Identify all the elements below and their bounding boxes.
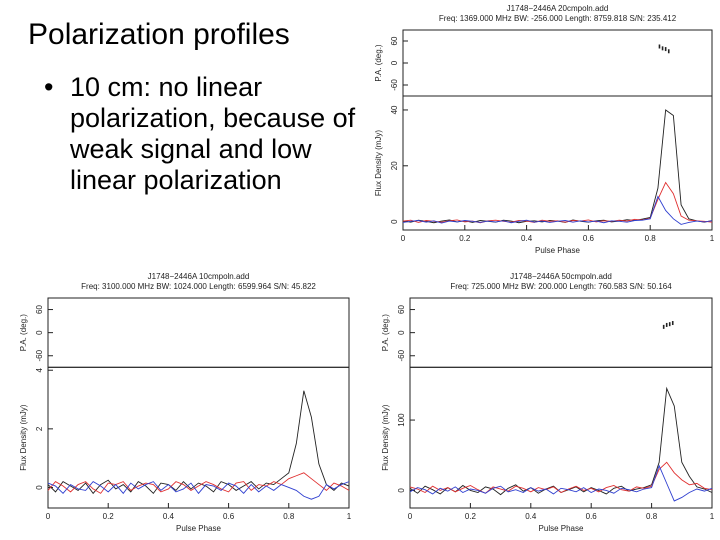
y-tick-label: 20 xyxy=(390,161,399,170)
y-axis-label: Flux Density (mJy) xyxy=(381,404,390,471)
pa-point xyxy=(662,324,665,329)
pa-y-tick-label: 60 xyxy=(397,305,406,314)
pa-point xyxy=(667,49,670,54)
x-tick-label: 1 xyxy=(710,512,715,521)
chart-subtitle: Freq: 1369.000 MHz BW: -256.000 Length: … xyxy=(439,14,677,23)
bullet-text: 10 cm: no linear polarization, because o… xyxy=(70,72,356,195)
bullet: • 10 cm: no linear polarization, because … xyxy=(40,72,370,196)
x-tick-label: 1 xyxy=(710,234,715,243)
y-tick-label: 100 xyxy=(397,413,406,427)
pa-frame xyxy=(409,297,713,368)
pa-y-tick-label: 0 xyxy=(35,330,44,335)
slide-title: Polarization profiles xyxy=(28,18,290,51)
x-tick-label: 0.8 xyxy=(646,512,658,521)
flux-frame xyxy=(47,366,350,509)
x-tick-label: 0.6 xyxy=(586,512,598,521)
x-axis-label: Pulse Phase xyxy=(539,524,584,533)
y-tick-label: 0 xyxy=(390,219,399,224)
pa-y-tick-label: -60 xyxy=(35,349,44,361)
chart-title: J1748−2446A 10cmpoln.add xyxy=(148,272,250,281)
y-tick-label: 2 xyxy=(35,426,44,431)
x-tick-label: 0 xyxy=(408,512,413,521)
pa-axis-label: P.A. (deg.) xyxy=(19,314,28,352)
x-axis-label: Pulse Phase xyxy=(176,524,221,533)
x-tick-label: 0 xyxy=(401,234,406,243)
pa-point xyxy=(661,46,664,51)
pa-point xyxy=(664,47,667,52)
profile-line xyxy=(402,195,713,225)
x-tick-label: 0.4 xyxy=(521,234,533,243)
x-tick-label: 0 xyxy=(46,512,51,521)
y-tick-label: 40 xyxy=(390,105,399,114)
pa-y-tick-label: 0 xyxy=(397,330,406,335)
pa-y-tick-label: -60 xyxy=(397,349,406,361)
chart-subtitle: Freq: 725.000 MHz BW: 200.000 Length: 76… xyxy=(450,282,672,291)
pa-point xyxy=(671,321,674,326)
y-axis-label: Flux Density (mJy) xyxy=(374,130,383,197)
profile-line xyxy=(402,181,713,224)
profile-line xyxy=(409,386,713,496)
x-tick-label: 0.4 xyxy=(163,512,175,521)
bullet-dot: • xyxy=(44,72,54,102)
x-tick-label: 0.4 xyxy=(525,512,537,521)
x-tick-label: 1 xyxy=(347,512,352,521)
x-tick-label: 0.6 xyxy=(223,512,235,521)
x-tick-label: 0.6 xyxy=(583,234,595,243)
pa-frame xyxy=(402,29,713,97)
pa-point xyxy=(668,322,671,327)
chart-title: J1748−2446A 20cmpoln.add xyxy=(507,4,609,13)
pa-axis-label: P.A. (deg.) xyxy=(374,44,383,82)
y-tick-label: 0 xyxy=(397,488,406,493)
profile-line xyxy=(409,464,713,502)
x-tick-label: 0.2 xyxy=(459,234,471,243)
chart-subtitle: Freq: 3100.000 MHz BW: 1024.000 Length: … xyxy=(81,282,316,291)
pa-y-tick-label: -60 xyxy=(390,79,399,91)
profile-line xyxy=(409,461,713,494)
x-tick-label: 0.2 xyxy=(103,512,115,521)
profile-line xyxy=(402,109,713,224)
flux-frame xyxy=(409,366,713,509)
y-axis-label: Flux Density (mJy) xyxy=(19,404,28,471)
pa-point xyxy=(658,44,661,49)
flux-frame xyxy=(402,95,713,231)
x-tick-label: 0.8 xyxy=(283,512,295,521)
pa-y-tick-label: 60 xyxy=(390,36,399,45)
profile-line xyxy=(47,390,350,495)
chart-title: J1748−2446A 50cmpoln.add xyxy=(510,272,612,281)
pa-y-tick-label: 60 xyxy=(35,305,44,314)
x-axis-label: Pulse Phase xyxy=(535,246,580,255)
pa-y-tick-label: 0 xyxy=(390,60,399,65)
profile-line xyxy=(47,481,350,500)
pa-frame xyxy=(47,297,350,368)
profile-line xyxy=(47,472,350,494)
x-tick-label: 0.2 xyxy=(465,512,477,521)
pa-axis-label: P.A. (deg.) xyxy=(381,314,390,352)
y-tick-label: 0 xyxy=(35,485,44,490)
x-tick-label: 0.8 xyxy=(645,234,657,243)
y-tick-label: 4 xyxy=(35,367,44,372)
pa-point xyxy=(665,322,668,327)
